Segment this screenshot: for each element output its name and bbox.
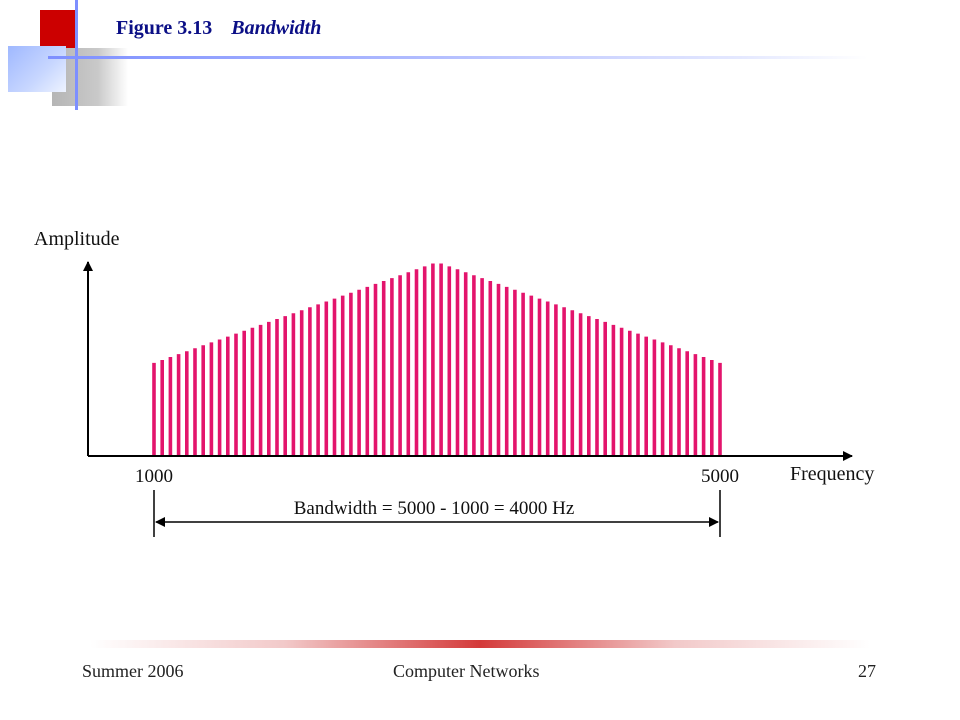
x-axis-label: Frequency xyxy=(790,463,874,485)
footer-term: Summer 2006 xyxy=(82,661,184,681)
x-tick-label: 1000 xyxy=(135,466,173,487)
y-axis-label: Amplitude xyxy=(34,228,120,250)
slide-title: Figure 3.13 Bandwidth xyxy=(116,17,321,40)
footer-course: Computer Networks xyxy=(393,661,540,681)
figure-title: Bandwidth xyxy=(231,17,322,39)
decor-vertical-line xyxy=(75,0,78,110)
bandwidth-annotation: Bandwidth = 5000 - 1000 = 4000 Hz xyxy=(294,498,575,519)
x-tick-label: 5000 xyxy=(701,466,739,487)
decor-blue-square xyxy=(8,46,66,92)
figure-number: Figure 3.13 xyxy=(116,17,213,39)
decor-title-underline xyxy=(48,56,868,59)
spectrum-lines xyxy=(152,263,722,456)
footer-divider xyxy=(90,640,870,648)
footer-page-number: 27 xyxy=(858,661,876,681)
decor-red-square xyxy=(40,10,78,48)
